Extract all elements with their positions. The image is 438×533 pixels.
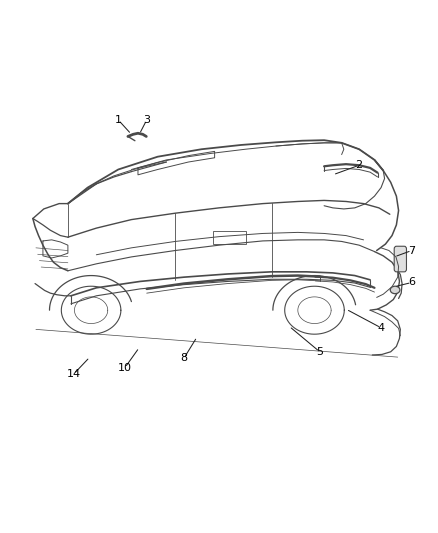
Bar: [213, 231, 246, 244]
Text: 1: 1: [115, 115, 122, 125]
Text: 7: 7: [408, 246, 415, 255]
Text: 10: 10: [118, 363, 132, 373]
Text: 8: 8: [180, 353, 187, 363]
Text: 4: 4: [378, 323, 385, 333]
Text: 14: 14: [67, 369, 81, 379]
FancyBboxPatch shape: [394, 246, 406, 272]
Text: 6: 6: [408, 278, 415, 287]
Ellipse shape: [390, 286, 400, 294]
Text: 5: 5: [316, 347, 323, 357]
Text: 3: 3: [143, 115, 150, 125]
Text: 2: 2: [356, 160, 363, 170]
